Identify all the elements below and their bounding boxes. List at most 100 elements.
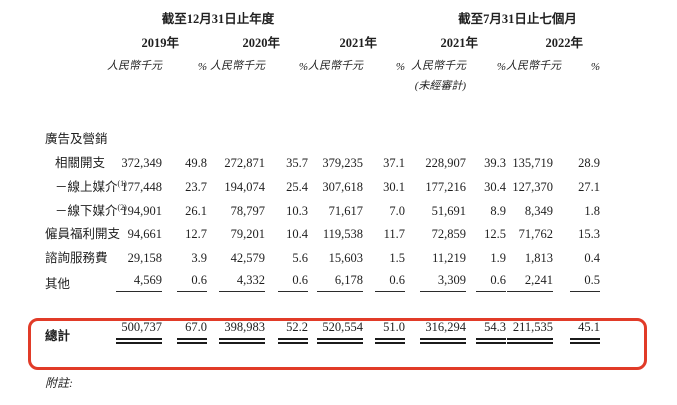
percent-cell	[553, 95, 600, 149]
value-cell: 211,535	[506, 294, 554, 346]
currency-unit-header: 人民幣千元	[107, 60, 162, 72]
value-cell	[506, 95, 553, 149]
value-cell: 372,349	[121, 156, 162, 170]
percent-cell: 0.6	[466, 268, 507, 294]
value-cell: 177,216	[425, 180, 467, 194]
percent-header: %	[496, 61, 507, 73]
percent-cell: 30.1	[383, 180, 406, 194]
value-cell: 71,762	[518, 227, 554, 241]
table-body: 廣告及營銷相關開支 372,349 49.8 272,871 35.7 379,235 37…	[45, 95, 601, 346]
percent-cell: 1.5	[389, 251, 406, 265]
value-cell: 119,538	[322, 227, 363, 241]
value-cell: 520,554	[308, 294, 363, 346]
value-cell: 6,178	[308, 268, 363, 294]
percent-cell: 51.0	[363, 294, 406, 346]
unaudited-note: (未經審計)	[414, 80, 467, 92]
percent-cell: 26.1	[185, 204, 207, 218]
percent-cell: 27.1	[578, 180, 601, 194]
value-cell: 2,241	[506, 268, 554, 294]
row-label: －線上媒介(1)	[55, 178, 127, 194]
percent-cell: 39.3	[484, 156, 507, 170]
percent-cell	[162, 95, 207, 149]
value-cell: 15,603	[328, 251, 363, 265]
percent-header: %	[395, 61, 406, 73]
percent-cell: 28.9	[578, 156, 601, 170]
value-cell	[207, 95, 265, 149]
percent-cell: 1.9	[490, 251, 507, 265]
total-highlight-box	[28, 318, 647, 370]
percent-cell	[363, 95, 405, 149]
percent-cell: 45.1	[553, 294, 601, 346]
value-cell: 4,569	[115, 268, 162, 294]
year-header-2021-7m: 2021年	[440, 36, 479, 50]
percent-cell: 37.1	[383, 156, 406, 170]
percent-header: %	[590, 61, 601, 73]
value-cell: 42,579	[230, 251, 265, 265]
currency-unit-header: 人民幣千元	[308, 60, 363, 72]
value-cell: 1,813	[524, 251, 554, 265]
percent-cell: 11.7	[383, 227, 406, 241]
period-header-seven-months: 截至7月31日止七個月	[458, 12, 577, 26]
year-header-2020: 2020年	[242, 36, 280, 50]
currency-unit-header: 人民幣千元	[506, 60, 562, 72]
percent-cell: 12.7	[185, 227, 207, 241]
value-cell: 135,719	[512, 156, 554, 170]
row-label: 廣告及營銷	[45, 132, 108, 146]
value-cell: 398,983	[207, 294, 265, 346]
percent-cell: 3.9	[191, 251, 207, 265]
value-cell: 94,661	[127, 227, 162, 241]
percent-cell	[466, 95, 506, 149]
currency-unit-header: 人民幣千元	[210, 60, 265, 72]
percent-cell: 10.4	[286, 227, 308, 241]
value-cell: 11,219	[432, 251, 467, 265]
row-label: 僱員福利開支	[45, 227, 121, 241]
value-cell: 79,201	[230, 227, 265, 241]
row-label: 相關開支	[55, 156, 106, 170]
value-cell: 316,294	[405, 294, 467, 346]
percent-cell: 35.7	[286, 156, 308, 170]
value-cell	[405, 95, 466, 149]
currency-unit-header: 人民幣千元	[411, 60, 467, 72]
value-cell: 272,871	[224, 156, 265, 170]
percent-header: %	[298, 61, 308, 73]
percent-cell: 15.3	[578, 227, 601, 241]
percent-cell: 67.0	[162, 294, 207, 346]
value-cell: 29,158	[127, 251, 162, 265]
percent-cell: 5.6	[292, 251, 308, 265]
period-header-annual: 截至12月31日止年度	[161, 12, 275, 26]
percent-cell: 10.3	[286, 204, 308, 218]
year-header-2021: 2021年	[339, 36, 378, 50]
value-cell: 307,618	[322, 180, 363, 194]
value-cell: 379,235	[322, 156, 363, 170]
percent-cell: 0.6	[265, 268, 308, 294]
percent-cell: 12.5	[484, 227, 507, 241]
value-cell: 4,332	[207, 268, 265, 294]
value-cell: 228,907	[425, 156, 467, 170]
value-cell: 127,370	[512, 180, 554, 194]
value-cell: 177,448	[121, 180, 162, 194]
row-label: 其他	[45, 277, 71, 291]
value-cell: 3,309	[405, 268, 467, 294]
value-cell	[308, 95, 363, 149]
percent-cell: 52.2	[265, 294, 308, 346]
percent-cell: 0.5	[553, 268, 601, 294]
value-cell	[115, 95, 162, 149]
percent-cell: 30.4	[484, 180, 507, 194]
percent-cell: 7.0	[389, 204, 406, 218]
row-label: 總計	[45, 329, 71, 343]
value-cell: 78,797	[230, 204, 265, 218]
row-label: 諮詢服務費	[45, 251, 108, 265]
percent-cell: 8.9	[490, 204, 507, 218]
value-cell: 194,074	[224, 180, 265, 194]
row-label: －線下媒介(2)	[55, 202, 127, 218]
percent-cell: 1.8	[584, 204, 601, 218]
percent-cell	[265, 95, 308, 149]
percent-cell: 54.3	[466, 294, 507, 346]
percent-cell: 0.4	[584, 251, 601, 265]
value-cell: 51,691	[431, 204, 467, 218]
value-cell: 194,901	[121, 204, 162, 218]
value-cell: 72,859	[431, 227, 467, 241]
percent-cell: 49.8	[185, 156, 207, 170]
percent-cell: 0.6	[162, 268, 207, 294]
